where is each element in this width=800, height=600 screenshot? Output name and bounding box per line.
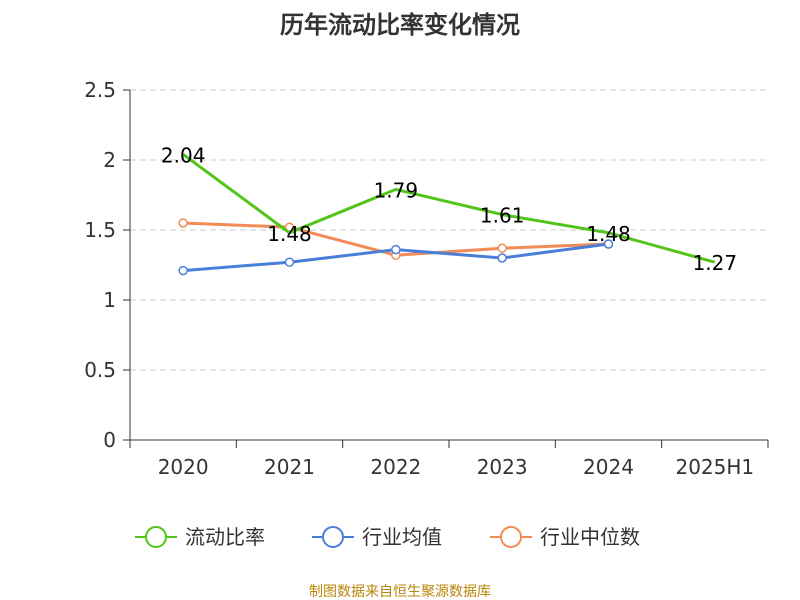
data-point (284, 257, 295, 267)
data-point (603, 239, 614, 249)
data-point (178, 265, 188, 276)
legend-item[interactable]: 行业均值 (312, 525, 442, 549)
y-tick-label: 0 (103, 428, 116, 452)
x-tick-label: 2023 (477, 455, 528, 479)
series-lines (178, 153, 716, 276)
data-point (178, 218, 188, 228)
legend-item[interactable]: 流动比率 (135, 525, 265, 549)
series-line (182, 153, 716, 264)
legend-item[interactable]: 行业中位数 (490, 525, 640, 549)
data-label: 1.48 (586, 222, 631, 246)
data-label: 2.04 (161, 143, 206, 167)
legend-label: 流动比率 (185, 525, 265, 549)
chart-title: 历年流动比率变化情况 (280, 11, 520, 39)
y-tick-label: 2 (103, 148, 116, 172)
data-point (391, 244, 401, 255)
legend-label: 行业均值 (362, 525, 442, 549)
legend-marker (322, 526, 344, 548)
legend[interactable]: 流动比率 行业均值 行业中位数 (135, 525, 640, 549)
data-label: 1.79 (374, 178, 419, 202)
data-label: 1.48 (267, 222, 312, 246)
x-tick-label: 2025H1 (675, 455, 754, 479)
axes: 0 0.5 1 1.5 2 2.5 2020 2021 2022 2023 2024 2025H1 (84, 78, 769, 479)
x-tick-label: 2022 (370, 455, 421, 479)
x-tick-label: 2020 (158, 455, 209, 479)
source-note: 制图数据来自恒生聚源数据库 (309, 584, 491, 600)
y-tick-label: 1 (103, 288, 116, 312)
x-tick-label: 2021 (264, 455, 315, 479)
data-label: 1.27 (693, 251, 738, 275)
x-tick-label: 2024 (583, 455, 634, 479)
data-point (497, 243, 507, 253)
data-point (497, 253, 507, 263)
data-labels: 2.04 1.48 1.79 1.61 1.48 1.27 (161, 143, 737, 275)
grid-lines (130, 89, 768, 371)
y-tick-label: 0.5 (84, 358, 116, 382)
legend-label: 行业中位数 (540, 525, 640, 549)
data-label: 1.61 (480, 204, 525, 228)
legend-marker (145, 526, 167, 548)
legend-marker (500, 526, 522, 548)
y-tick-label: 2.5 (84, 78, 116, 102)
y-tick-label: 1.5 (84, 218, 116, 242)
